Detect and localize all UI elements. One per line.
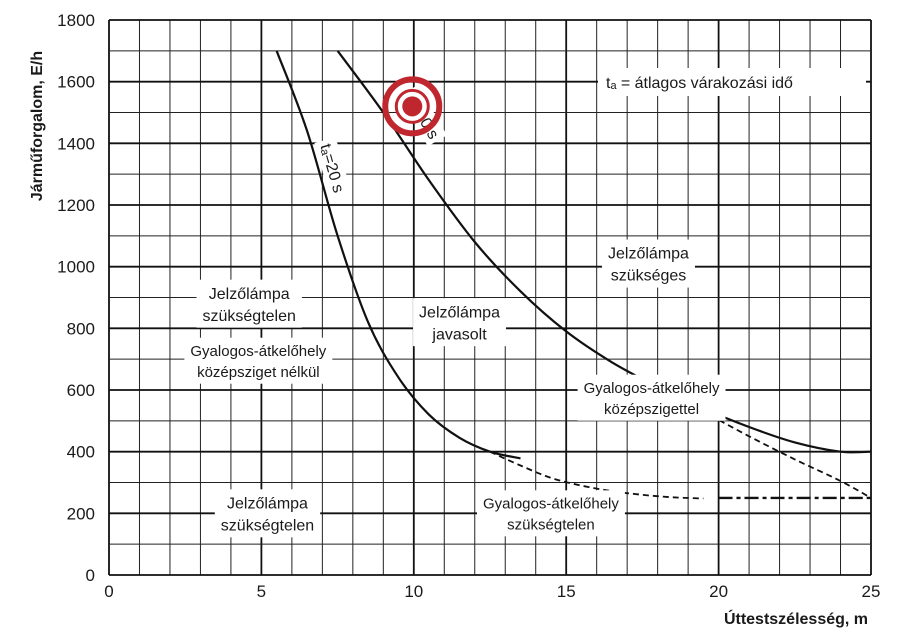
region-annotation: Jelzőlámpa javasolt bbox=[413, 298, 506, 347]
annotation-text: Gyalogos-átkelőhely bbox=[190, 343, 326, 360]
legend-note-text: tₐ = átlagos várakozási idő bbox=[606, 75, 793, 92]
y-tick-label: 600 bbox=[67, 381, 95, 400]
x-tick-label: 20 bbox=[709, 582, 728, 601]
y-tick-label: 1800 bbox=[57, 11, 95, 30]
annotation-text: Jelzőlámpa bbox=[608, 246, 689, 263]
annotation-text: javasolt bbox=[431, 326, 487, 343]
y-tick-label: 1600 bbox=[57, 73, 95, 92]
annotation-text: szükségtelen bbox=[221, 517, 314, 534]
region-annotation: Jelzőlámpa szükségtelen bbox=[196, 279, 302, 328]
annotation-text: szükségtelen bbox=[507, 517, 595, 534]
annotation-text: Jelzőlámpa bbox=[227, 495, 308, 512]
region-annotation: Gyalogos-átkelőhely középszigettel bbox=[577, 374, 726, 421]
y-tick-label: 1200 bbox=[57, 196, 95, 215]
curve-label: tₐ=20 s bbox=[314, 137, 352, 199]
annotation-bg bbox=[184, 337, 333, 384]
annotation-bg bbox=[476, 490, 625, 537]
annotation-text: Gyalogos-átkelőhely bbox=[584, 380, 720, 397]
x-tick-label: 5 bbox=[257, 582, 266, 601]
legend-note: tₐ = átlagos várakozási idő bbox=[598, 68, 866, 96]
annotation-text: Jelzőlámpa bbox=[209, 286, 290, 303]
y-tick-label: 200 bbox=[67, 504, 95, 523]
legend-note-bg bbox=[598, 68, 866, 96]
x-tick-label: 0 bbox=[104, 582, 113, 601]
y-tick-label: 1400 bbox=[57, 134, 95, 153]
annotation-bg bbox=[602, 239, 695, 288]
series-line-dashed bbox=[489, 450, 704, 500]
annotation-text: középsziget nélkül bbox=[197, 364, 320, 381]
marker-outer-ring bbox=[382, 76, 443, 137]
annotation-text: szükséges bbox=[611, 268, 687, 285]
x-tick-label: 15 bbox=[557, 582, 576, 601]
x-axis-label: Úttestszélesség, m bbox=[724, 609, 868, 628]
curves bbox=[275, 50, 872, 500]
annotation-bg bbox=[413, 298, 506, 347]
y-tick-label: 800 bbox=[67, 319, 95, 338]
y-tick-label: 0 bbox=[86, 566, 95, 585]
annotation-text: Gyalogos-átkelőhely bbox=[483, 496, 619, 513]
y-tick-label: 1000 bbox=[57, 258, 95, 277]
annotation-text: középszigettel bbox=[604, 401, 699, 418]
curve-label-bg bbox=[314, 137, 352, 199]
marker-dot bbox=[402, 96, 423, 117]
region-annotation: Gyalogos-átkelőhely középsziget nélkül bbox=[184, 337, 333, 384]
y-tick-label: 400 bbox=[67, 443, 95, 462]
annotation-bg bbox=[214, 489, 321, 538]
x-tick-label: 10 bbox=[404, 582, 423, 601]
region-annotation: Jelzőlámpa szükségtelen bbox=[214, 489, 321, 538]
x-tick-label: 25 bbox=[862, 582, 881, 601]
y-axis-label: Járműforgalom, E/h bbox=[29, 51, 46, 201]
annotation-text: Jelzőlámpa bbox=[419, 304, 500, 321]
annotation-text: szükségtelen bbox=[203, 308, 296, 325]
region-annotations: JelzőlámpaszükségtelenGyalogos-átkelőhel… bbox=[184, 239, 726, 538]
annotation-bg bbox=[577, 374, 726, 421]
highlight-marker bbox=[382, 76, 443, 137]
series-line bbox=[336, 50, 872, 454]
region-annotation: Jelzőlámpa szükséges bbox=[602, 239, 695, 288]
series-line bbox=[275, 50, 521, 460]
annotation-bg bbox=[196, 279, 302, 328]
region-annotation: Gyalogos-átkelőhely szükségtelen bbox=[476, 490, 625, 537]
ticks: 0 5 10 15 20 25 0 200 400 600 800 1000 1200 1400 1600 1… bbox=[57, 11, 880, 601]
